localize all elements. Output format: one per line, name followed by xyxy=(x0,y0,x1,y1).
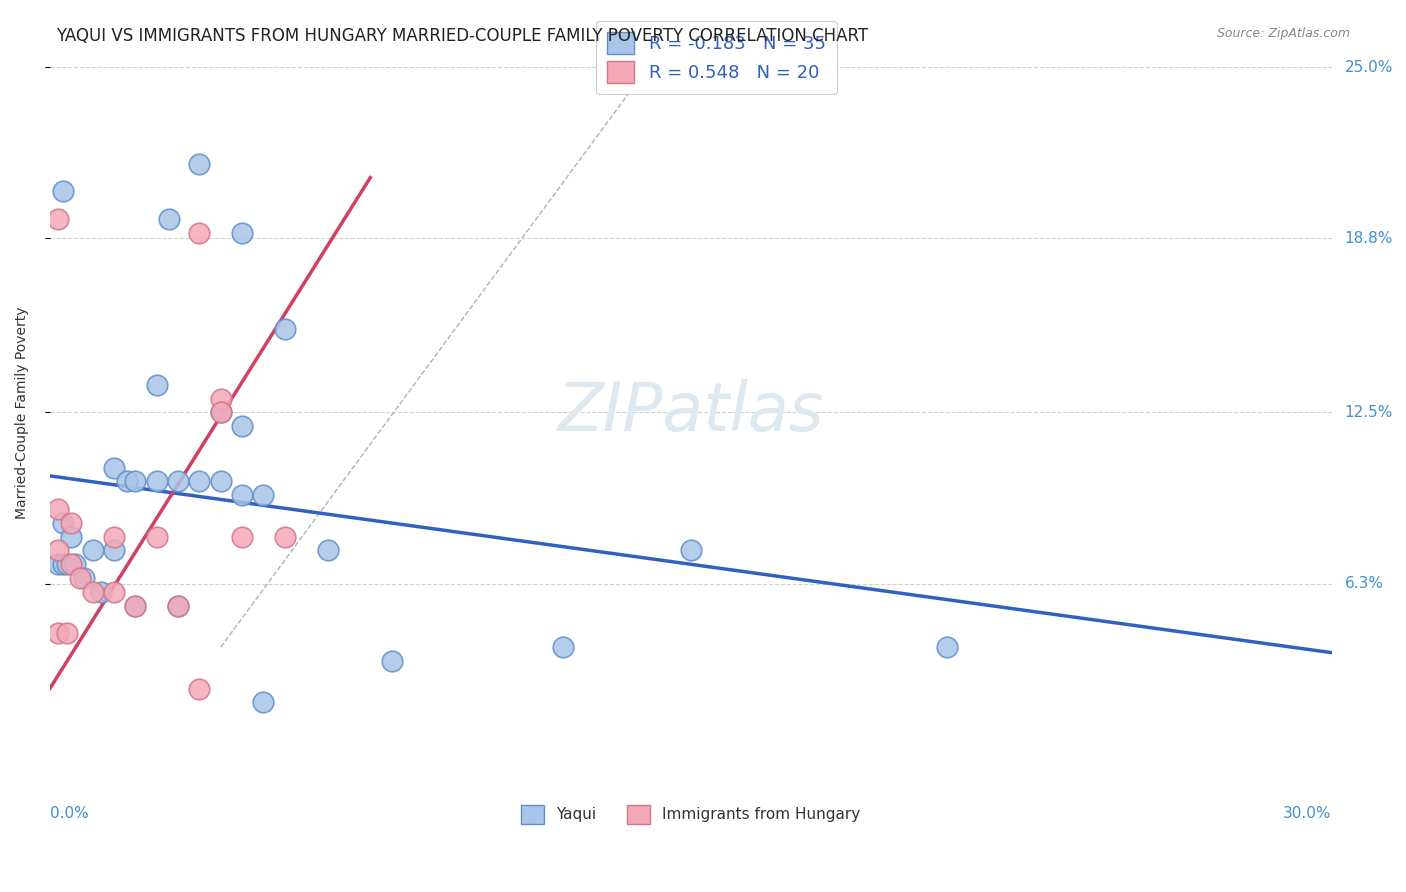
Point xyxy=(65,558,87,572)
Point xyxy=(274,530,297,544)
Text: 18.8%: 18.8% xyxy=(1344,231,1393,246)
Text: 12.5%: 12.5% xyxy=(1344,405,1393,420)
Point xyxy=(73,571,96,585)
Point xyxy=(60,558,83,572)
Point xyxy=(231,530,253,544)
Text: 6.3%: 6.3% xyxy=(1344,576,1384,591)
Y-axis label: Married-Couple Family Poverty: Married-Couple Family Poverty xyxy=(15,306,30,518)
Point xyxy=(56,626,79,640)
Text: 30.0%: 30.0% xyxy=(1284,806,1331,821)
Point xyxy=(115,475,138,489)
Point xyxy=(82,543,104,558)
Point xyxy=(167,475,190,489)
Point xyxy=(167,599,190,613)
Point xyxy=(145,475,167,489)
Point xyxy=(209,392,232,406)
Text: ZIPatlas: ZIPatlas xyxy=(558,379,824,445)
Point xyxy=(936,640,959,654)
Point xyxy=(103,543,125,558)
Point xyxy=(188,157,211,171)
Point xyxy=(551,640,574,654)
Point xyxy=(60,530,83,544)
Point xyxy=(231,419,253,434)
Point xyxy=(145,377,167,392)
Point xyxy=(48,212,70,227)
Point xyxy=(159,212,181,227)
Point xyxy=(188,681,211,696)
Point xyxy=(124,475,146,489)
Point xyxy=(252,488,274,502)
Point xyxy=(231,226,253,240)
Point xyxy=(69,571,91,585)
Point xyxy=(103,530,125,544)
Point xyxy=(252,695,274,709)
Point xyxy=(48,626,70,640)
Point xyxy=(209,475,232,489)
Point xyxy=(48,502,70,516)
Point xyxy=(316,543,339,558)
Point xyxy=(60,516,83,530)
Point xyxy=(48,558,70,572)
Point xyxy=(145,530,167,544)
Point xyxy=(209,405,232,419)
Point xyxy=(188,475,211,489)
Point xyxy=(90,585,112,599)
Point xyxy=(103,585,125,599)
Point xyxy=(274,322,297,336)
Point xyxy=(103,460,125,475)
Point xyxy=(679,543,702,558)
Point xyxy=(52,185,75,199)
Point xyxy=(231,488,253,502)
Text: YAQUI VS IMMIGRANTS FROM HUNGARY MARRIED-COUPLE FAMILY POVERTY CORRELATION CHART: YAQUI VS IMMIGRANTS FROM HUNGARY MARRIED… xyxy=(56,27,869,45)
Point xyxy=(124,599,146,613)
Text: 0.0%: 0.0% xyxy=(49,806,89,821)
Point xyxy=(188,226,211,240)
Point xyxy=(52,516,75,530)
Point xyxy=(381,654,404,668)
Point xyxy=(167,599,190,613)
Point xyxy=(82,585,104,599)
Text: Source: ZipAtlas.com: Source: ZipAtlas.com xyxy=(1216,27,1350,40)
Point xyxy=(56,558,79,572)
Text: 25.0%: 25.0% xyxy=(1344,60,1393,75)
Point xyxy=(48,543,70,558)
Point xyxy=(124,599,146,613)
Point xyxy=(209,405,232,419)
Legend: Yaqui, Immigrants from Hungary: Yaqui, Immigrants from Hungary xyxy=(512,796,869,833)
Point xyxy=(52,558,75,572)
